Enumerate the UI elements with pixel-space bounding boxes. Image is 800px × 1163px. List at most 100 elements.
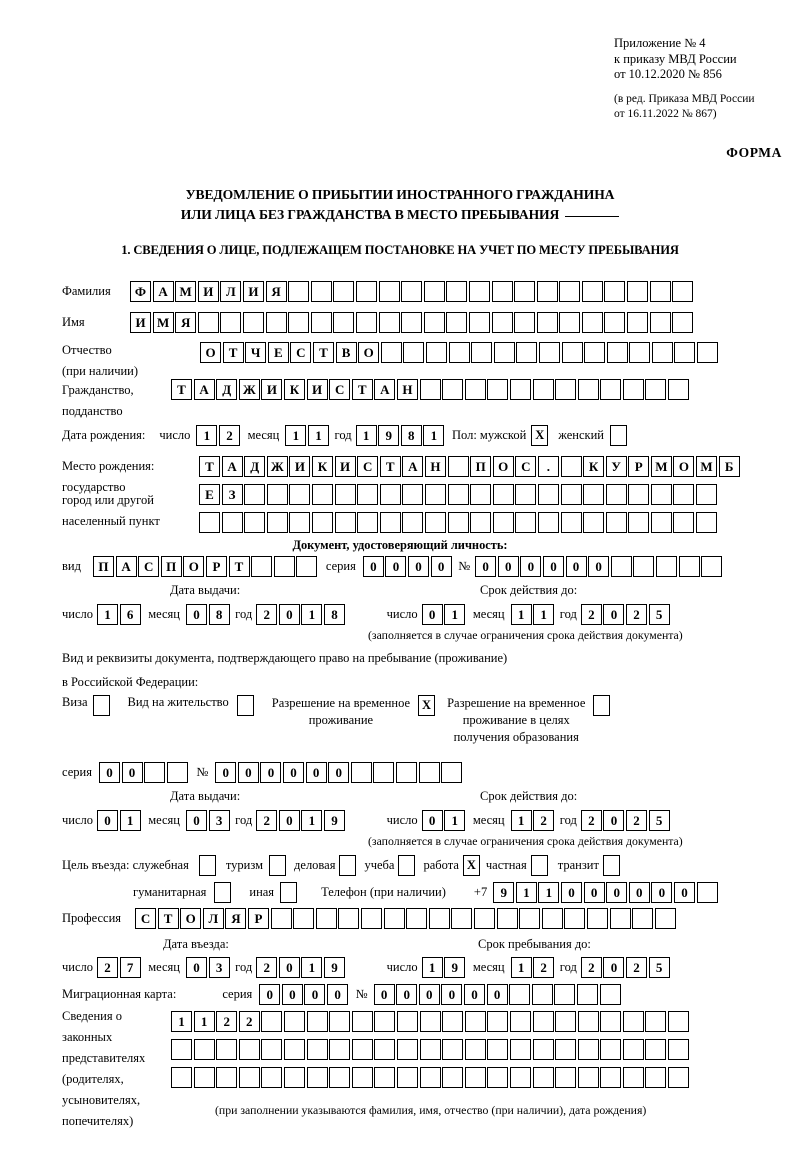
char-box[interactable] xyxy=(514,312,536,333)
char-box[interactable] xyxy=(650,512,672,533)
char-box[interactable] xyxy=(496,908,518,929)
char-box[interactable] xyxy=(600,1011,622,1032)
char-box[interactable] xyxy=(555,379,577,400)
char-box[interactable]: Р xyxy=(628,456,650,477)
char-box[interactable] xyxy=(514,281,536,302)
char-box[interactable] xyxy=(401,281,423,302)
char-box[interactable] xyxy=(678,556,700,577)
char-box[interactable] xyxy=(605,512,627,533)
char-box[interactable] xyxy=(396,762,418,783)
char-box[interactable]: Е xyxy=(199,484,220,505)
char-box[interactable] xyxy=(487,1011,509,1032)
char-box[interactable] xyxy=(577,1011,599,1032)
char-box[interactable]: О xyxy=(492,456,514,477)
char-box[interactable] xyxy=(622,1011,644,1032)
char-box[interactable]: А xyxy=(115,556,137,577)
char-box[interactable]: 2 xyxy=(218,425,240,446)
char-box[interactable] xyxy=(288,312,310,333)
char-box[interactable] xyxy=(697,342,719,363)
sex-male-checkbox[interactable]: X xyxy=(531,425,549,446)
char-box[interactable]: 2 xyxy=(533,957,555,978)
char-box[interactable]: 9 xyxy=(324,957,346,978)
char-box[interactable] xyxy=(519,908,541,929)
char-box[interactable]: С xyxy=(135,908,157,929)
char-box[interactable] xyxy=(424,484,446,505)
char-box[interactable] xyxy=(310,281,332,302)
char-box[interactable]: 0 xyxy=(565,556,587,577)
char-box[interactable]: 8 xyxy=(208,604,230,625)
char-box[interactable]: 0 xyxy=(260,762,282,783)
char-box[interactable] xyxy=(536,281,558,302)
char-box[interactable] xyxy=(419,1039,441,1060)
char-box[interactable] xyxy=(261,1039,283,1060)
char-box[interactable]: 0 xyxy=(283,762,305,783)
char-box[interactable]: О xyxy=(673,456,695,477)
char-box[interactable] xyxy=(654,908,676,929)
char-box[interactable]: 2 xyxy=(580,810,602,831)
char-box[interactable]: Т xyxy=(379,456,401,477)
char-box[interactable] xyxy=(351,1067,373,1088)
char-box[interactable] xyxy=(166,762,188,783)
char-box[interactable] xyxy=(383,908,405,929)
char-box[interactable]: 0 xyxy=(561,882,582,903)
char-box[interactable]: 1 xyxy=(301,810,323,831)
char-box[interactable] xyxy=(442,379,464,400)
char-box[interactable]: 0 xyxy=(520,556,542,577)
char-box[interactable] xyxy=(351,1011,373,1032)
char-box[interactable] xyxy=(424,512,446,533)
char-box[interactable]: 0 xyxy=(281,984,303,1005)
char-box[interactable] xyxy=(315,908,337,929)
char-box[interactable] xyxy=(576,984,598,1005)
char-box[interactable] xyxy=(560,456,582,477)
char-box[interactable]: 0 xyxy=(278,604,300,625)
char-box[interactable] xyxy=(329,1039,351,1060)
char-box[interactable]: О xyxy=(180,908,202,929)
char-box[interactable] xyxy=(289,512,311,533)
char-box[interactable] xyxy=(473,908,495,929)
char-box[interactable] xyxy=(599,984,621,1005)
char-box[interactable]: 0 xyxy=(441,984,463,1005)
char-box[interactable]: А xyxy=(221,456,243,477)
char-box[interactable]: И xyxy=(334,456,356,477)
char-box[interactable]: М xyxy=(175,281,197,302)
char-box[interactable]: 1 xyxy=(533,604,555,625)
char-box[interactable] xyxy=(244,484,266,505)
char-box[interactable] xyxy=(555,1039,577,1060)
char-box[interactable] xyxy=(464,1039,486,1060)
purpose-work-checkbox[interactable]: X xyxy=(462,855,480,876)
char-box[interactable] xyxy=(197,312,219,333)
char-box[interactable]: Ж xyxy=(266,456,288,477)
char-box[interactable] xyxy=(532,1067,554,1088)
char-box[interactable] xyxy=(581,312,603,333)
char-box[interactable] xyxy=(628,512,650,533)
char-box[interactable]: В xyxy=(335,342,357,363)
char-box[interactable] xyxy=(401,312,423,333)
char-box[interactable] xyxy=(516,342,538,363)
char-box[interactable] xyxy=(532,1039,554,1060)
char-box[interactable]: Я xyxy=(265,281,287,302)
char-box[interactable] xyxy=(171,1067,192,1088)
purpose-humanitarian-checkbox[interactable] xyxy=(214,882,232,903)
char-box[interactable] xyxy=(333,312,355,333)
char-box[interactable] xyxy=(629,342,651,363)
char-box[interactable]: 0 xyxy=(418,984,440,1005)
char-box[interactable]: С xyxy=(329,379,351,400)
char-box[interactable]: 2 xyxy=(580,957,602,978)
char-box[interactable] xyxy=(423,281,445,302)
char-box[interactable] xyxy=(261,1011,283,1032)
char-box[interactable] xyxy=(559,312,581,333)
char-box[interactable] xyxy=(311,512,333,533)
purpose-official-checkbox[interactable] xyxy=(198,855,216,876)
char-box[interactable] xyxy=(649,312,671,333)
char-box[interactable] xyxy=(559,281,581,302)
char-box[interactable]: 0 xyxy=(673,882,695,903)
char-box[interactable]: 1 xyxy=(444,810,466,831)
char-box[interactable]: М xyxy=(696,456,718,477)
char-box[interactable] xyxy=(471,342,493,363)
